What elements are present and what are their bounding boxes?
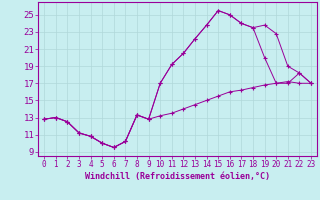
X-axis label: Windchill (Refroidissement éolien,°C): Windchill (Refroidissement éolien,°C) (85, 172, 270, 181)
